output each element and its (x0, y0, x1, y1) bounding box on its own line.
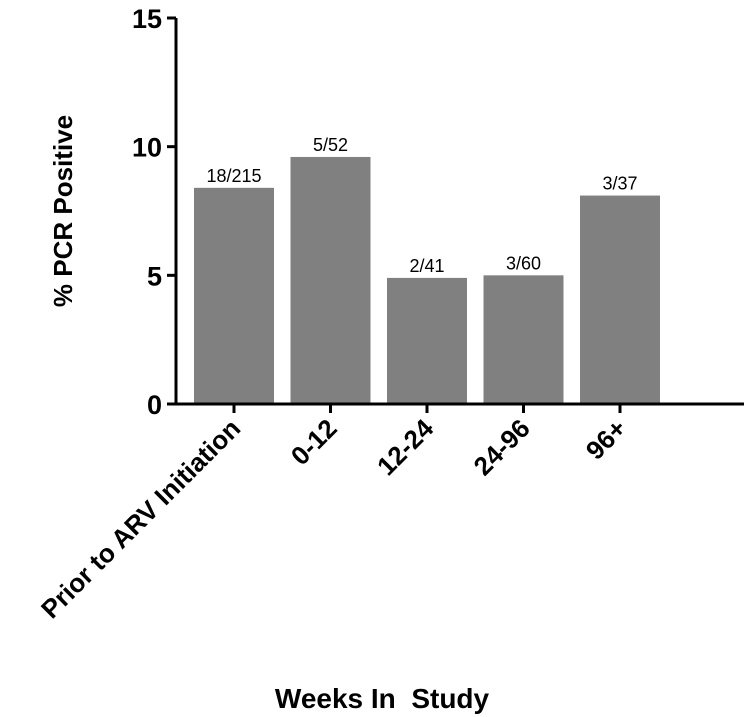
x-ticks-group: Prior to ARV Initiation 0-12 12-24 24-96 96+ (35, 404, 632, 624)
x-tick-label: 0-12 (285, 413, 343, 471)
x-tick-label: 24-96 (468, 413, 536, 481)
bar-data-label: 5/52 (313, 135, 348, 155)
bar-data-label: 3/37 (602, 174, 637, 194)
bars-group (194, 156, 660, 404)
x-axis-label: Weeks In Study (275, 683, 490, 714)
bar (194, 187, 274, 404)
bar (580, 195, 660, 404)
bar (387, 277, 467, 404)
bar-data-label: 18/215 (206, 166, 261, 186)
y-tick-label: 5 (147, 261, 162, 291)
axes-group (174, 18, 744, 406)
y-tick-label: 0 (147, 390, 162, 420)
bar-data-label: 3/60 (506, 253, 541, 273)
y-tick-label: 15 (132, 4, 162, 34)
bar (483, 275, 564, 404)
data-labels-group: 18/215 5/52 2/41 3/60 3/37 (206, 135, 637, 276)
x-tick-label: 12-24 (371, 413, 440, 482)
y-axis-label: % PCR Positive (48, 115, 78, 307)
bar-data-label: 2/41 (409, 256, 444, 276)
y-ticks-group: 0 5 10 15 (132, 4, 176, 420)
bar (290, 156, 371, 404)
x-tick-label: Prior to ARV Initiation (35, 413, 246, 624)
x-tick-label: 96+ (580, 413, 632, 465)
y-tick-label: 10 (132, 133, 162, 163)
